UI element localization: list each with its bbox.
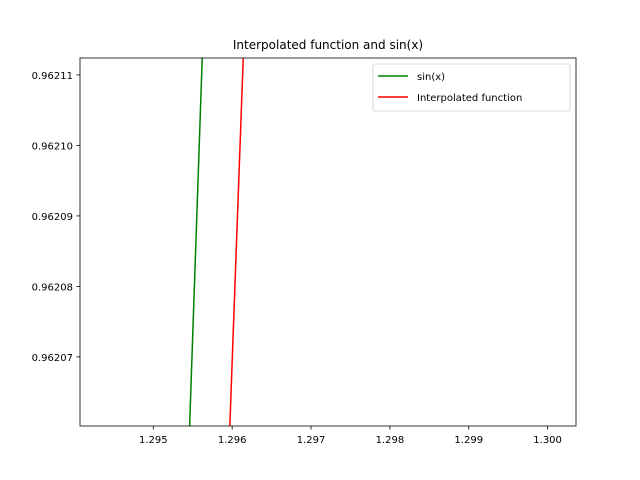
series-line-sin (188, 58, 203, 426)
x-tick-label: 1.300 (533, 435, 562, 446)
chart-title: Interpolated function and sin(x) (233, 38, 423, 52)
y-tick-label: 0.96210 (32, 141, 73, 152)
legend-label: Interpolated function (417, 93, 522, 104)
y-tick-label: 0.96211 (32, 71, 73, 82)
y-tick-label: 0.96209 (32, 212, 73, 223)
legend-box (372, 63, 571, 112)
y-tick-label: 0.96208 (32, 282, 73, 293)
x-tick-label: 1.295 (139, 435, 168, 446)
series-line-interpolated (229, 58, 244, 426)
x-tick-label: 1.298 (376, 435, 405, 446)
legend: sin(x) Interpolated function (372, 63, 571, 112)
x-tick-label: 1.299 (454, 435, 483, 446)
axes-frame (79, 57, 577, 427)
y-tick-label: 0.96207 (32, 353, 73, 364)
x-tick-label: 1.297 (297, 435, 326, 446)
x-tick-label: 1.296 (218, 435, 247, 446)
plot-area: 1.295 1.296 1.297 1.298 1.299 1.300 0.96207 0.9… (32, 57, 577, 446)
legend-label: sin(x) (417, 72, 445, 83)
